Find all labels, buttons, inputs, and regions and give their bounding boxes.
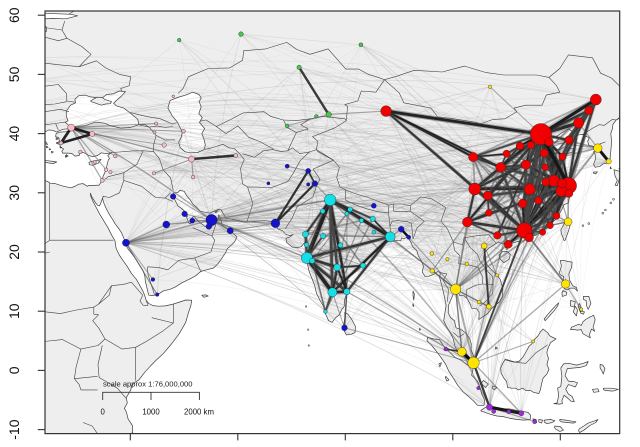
svg-text:-10: -10 bbox=[6, 419, 22, 439]
svg-text:scale approx 1:76,000,000: scale approx 1:76,000,000 bbox=[103, 380, 193, 389]
svg-text:1000: 1000 bbox=[142, 408, 160, 417]
svg-text:10: 10 bbox=[6, 303, 22, 319]
svg-text:50: 50 bbox=[6, 66, 22, 82]
svg-text:20: 20 bbox=[6, 244, 22, 260]
svg-text:40: 40 bbox=[6, 126, 22, 142]
svg-text:0: 0 bbox=[6, 366, 22, 374]
svg-text:0: 0 bbox=[101, 408, 106, 417]
svg-text:2000 km: 2000 km bbox=[184, 408, 214, 417]
svg-text:30: 30 bbox=[6, 185, 22, 201]
svg-text:60: 60 bbox=[6, 7, 22, 23]
